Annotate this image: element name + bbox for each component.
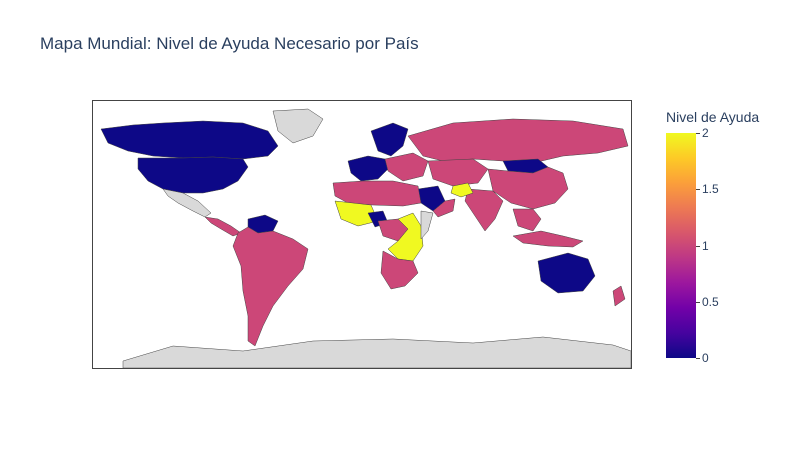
- colorbar-title: Nivel de Ayuda: [666, 109, 760, 125]
- region-southeast-asia[interactable]: [512, 208, 542, 232]
- region-eastern-europe[interactable]: [384, 152, 429, 182]
- chart-title: Mapa Mundial: Nivel de Ayuda Necesario p…: [40, 34, 419, 53]
- colorbar-tick-label: 1: [702, 238, 709, 253]
- region-central-asia[interactable]: [427, 158, 489, 187]
- colorbar-tick-label: 2: [702, 126, 709, 140]
- region-russia[interactable]: [407, 118, 629, 164]
- region-china[interactable]: [487, 166, 569, 210]
- region-western-europe[interactable]: [347, 155, 389, 182]
- region-north-africa[interactable]: [332, 180, 422, 207]
- colorbar-tick-label: 0: [702, 351, 709, 365]
- region-antarctica[interactable]: [122, 336, 631, 368]
- region-canada[interactable]: [100, 120, 279, 160]
- region-yemen-oman[interactable]: [432, 198, 456, 218]
- region-indonesia[interactable]: [512, 230, 584, 248]
- colorbar-tick-label: 1.5: [702, 182, 719, 197]
- colorbar-tick-mark: [696, 133, 700, 134]
- region-greenland[interactable]: [272, 108, 324, 144]
- region-india[interactable]: [464, 188, 504, 232]
- colorbar-tick-mark: [696, 358, 700, 359]
- region-new-zealand[interactable]: [612, 285, 626, 307]
- colorbar-tick-mark: [696, 189, 700, 191]
- colorbar-tick-mark: [696, 245, 700, 247]
- region-afghanistan[interactable]: [450, 182, 474, 198]
- region-south-america[interactable]: [232, 226, 309, 347]
- colorbar-tick-mark: [696, 301, 700, 303]
- region-united-states[interactable]: [137, 156, 249, 194]
- map-frame[interactable]: [92, 100, 632, 369]
- region-somalia[interactable]: [420, 210, 434, 240]
- region-southern-africa[interactable]: [380, 250, 419, 290]
- colorbar-tick-label: 0.5: [702, 294, 719, 309]
- colorbar-gradient: [666, 133, 696, 358]
- region-central-america[interactable]: [204, 216, 242, 237]
- region-scandinavia[interactable]: [370, 122, 409, 157]
- world-map[interactable]: [93, 101, 631, 368]
- region-australia[interactable]: [537, 252, 596, 294]
